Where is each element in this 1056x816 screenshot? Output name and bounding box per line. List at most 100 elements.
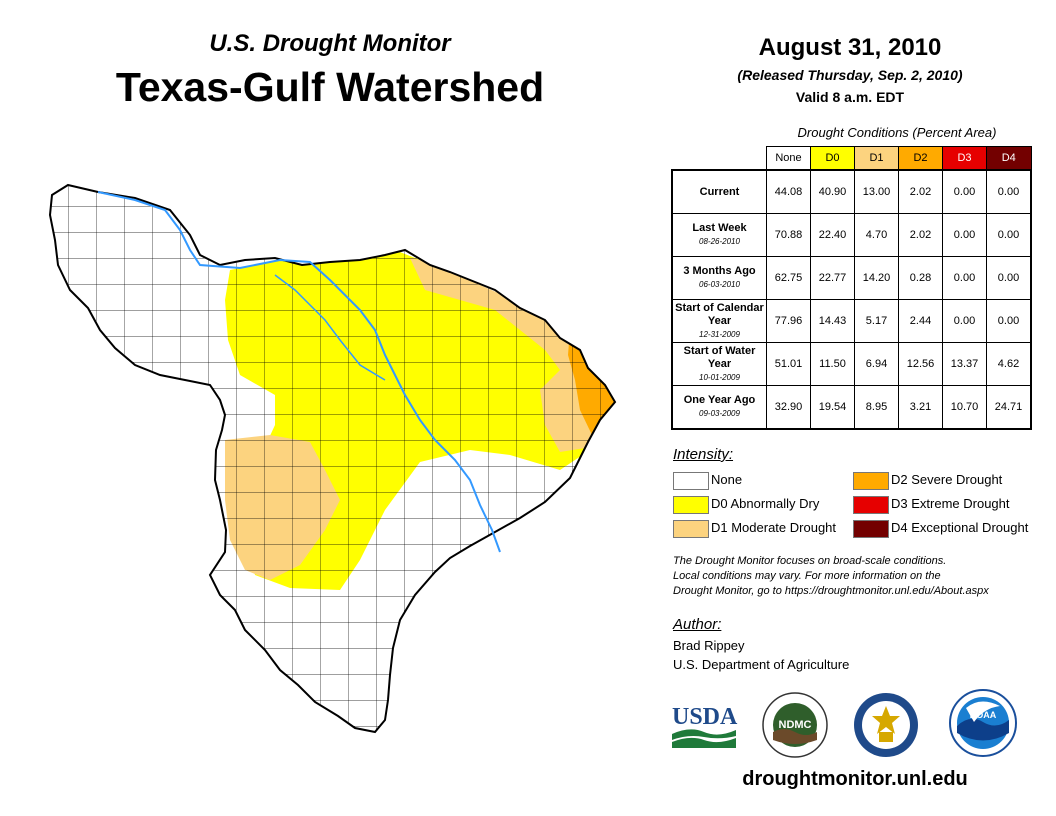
table-cell: 24.71 [986,385,1032,430]
row-label: One Year Ago 09-03-2009 [671,385,767,430]
table-cell: 44.08 [766,169,811,214]
col-header-d0: D0 [810,146,855,171]
page-title: Texas-Gulf Watershed [115,64,545,110]
row-label: Last Week 08-26-2010 [671,213,767,257]
usda-logo-text: USDA [672,704,738,730]
legend-label: D4 Exceptional Drought [891,520,1029,535]
table-cell: 62.75 [766,256,811,300]
table-cell: 2.02 [898,213,943,257]
table-cell: 22.40 [810,213,855,257]
table-cell: 5.17 [854,299,899,343]
legend-swatch [673,496,709,514]
row-label-date: 08-26-2010 [699,237,740,246]
legend-swatch [673,472,709,490]
table-cell: 19.54 [810,385,855,430]
table-cell: 8.95 [854,385,899,430]
row-label: Start of Calendar Year 12-31-2009 [671,299,767,343]
row-label: Start of Water Year 10-01-2009 [671,342,767,386]
row-label: Current [671,169,767,214]
author-heading: Author: [673,616,722,633]
legend-heading: Intensity: [673,446,734,463]
commerce-seal-logo [854,693,918,757]
table-cell: 0.00 [986,256,1032,300]
table-cell: 32.90 [766,385,811,430]
row-label-text: Start of Water Year [683,344,756,370]
row-label: 3 Months Ago 06-03-2010 [671,256,767,300]
author-name: Brad Rippey [673,638,745,653]
table-cell: 2.02 [898,169,943,214]
legend-swatch [853,496,889,514]
legend-label: D2 Severe Drought [891,472,1003,487]
table-cell: 40.90 [810,169,855,214]
table-cell: 0.00 [942,213,987,257]
table-cell: 0.00 [986,169,1032,214]
map-date: August 31, 2010 [758,34,942,61]
table-cell: 0.00 [942,256,987,300]
table-cell: 0.28 [898,256,943,300]
noaa-logo: NOAA [949,689,1017,757]
table-cell: 4.62 [986,342,1032,386]
legend-label: D0 Abnormally Dry [711,496,820,511]
footer-url[interactable]: droughtmonitor.unl.edu [742,768,968,790]
row-label-date: 09-03-2009 [699,409,740,418]
row-label-text: One Year Ago [683,394,756,406]
table-row: One Year Ago 09-03-2009 32.90 19.54 8.95 3.21… [671,385,1032,430]
river-secondary [274,274,386,381]
table-row: Start of Calendar Year 12-31-2009 77.96 14.… [671,299,1032,343]
table-corner [672,147,767,171]
col-header-none: None [766,146,811,171]
table-cell: 0.00 [986,299,1032,343]
drought-map [49,184,616,733]
row-label-text: Last Week [692,222,747,234]
usda-logo: USDA [672,704,738,748]
table-cell: 12.56 [898,342,943,386]
legend-label: D3 Extreme Drought [891,496,1010,511]
supertitle: U.S. Drought Monitor [209,30,451,57]
legend-label: None [711,472,743,487]
table-cell: 11.50 [810,342,855,386]
valid-time: Valid 8 a.m. EDT [795,89,905,105]
note-line: The Drought Monitor focuses on broad-sca… [673,555,947,567]
table-cell: 6.94 [854,342,899,386]
conditions-table: None D0 D1 D2 D3 D4 Current 44.08 40.90 13.… [671,146,1032,430]
table-cell: 2.44 [898,299,943,343]
table-cell: 13.00 [854,169,899,214]
author-organization: U.S. Department of Agriculture [673,657,850,672]
release-date: (Released Thursday, Sep. 2, 2010) [737,67,963,83]
disclaimer-note: The Drought Monitor focuses on broad-sca… [673,554,1043,599]
ndmc-logo-text: NDMC [779,719,812,731]
row-label-date: 10-01-2009 [699,372,740,382]
table-row: Current 44.08 40.90 13.00 2.02 0.00 0.00 [671,169,1032,214]
ndmc-logo: NDMC [762,692,828,758]
table-cell: 70.88 [766,213,811,257]
table-cell: 13.37 [942,342,987,386]
table-row: 3 Months Ago 06-03-2010 62.75 22.77 14.20 0.2… [671,256,1032,300]
table-cell: 3.21 [898,385,943,430]
col-header-d3: D3 [942,146,987,171]
table-cell: 77.96 [766,299,811,343]
table-cell: 14.20 [854,256,899,300]
col-header-d1: D1 [854,146,899,171]
col-header-d4: D4 [986,146,1032,171]
row-label-text: Current [699,185,740,198]
note-line: Local conditions may vary. For more info… [673,570,941,582]
noaa-logo-text: NOAA [970,710,997,720]
row-label-text: 3 Months Ago [683,265,756,277]
table-cell: 51.01 [766,342,811,386]
col-header-d2: D2 [898,146,943,171]
legend-swatch [853,520,889,538]
table-cell: 4.70 [854,213,899,257]
table-cell: 0.00 [942,299,987,343]
row-label-date: 12-31-2009 [699,329,740,339]
table-cell: 0.00 [986,213,1032,257]
table-row: Last Week 08-26-2010 70.88 22.40 4.70 2.02 0.0… [671,213,1032,257]
table-cell: 0.00 [942,169,987,214]
river-main [97,191,501,553]
table-cell: 14.43 [810,299,855,343]
row-label-date: 06-03-2010 [699,280,740,289]
legend-label: D1 Moderate Drought [711,520,837,535]
table-row: Start of Water Year 10-01-2009 51.01 11.50 6… [671,342,1032,386]
county-lines [50,185,615,732]
legend-swatch [853,472,889,490]
legend-swatch [673,520,709,538]
